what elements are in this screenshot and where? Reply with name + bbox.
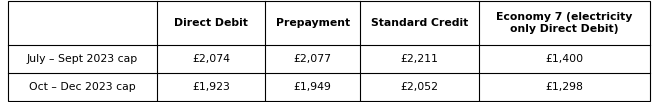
Text: £2,211: £2,211	[401, 54, 438, 64]
Text: Direct Debit: Direct Debit	[174, 18, 248, 28]
Text: Economy 7 (electricity
only Direct Debit): Economy 7 (electricity only Direct Debit…	[496, 12, 632, 34]
Text: Oct – Dec 2023 cap: Oct – Dec 2023 cap	[29, 82, 136, 92]
Text: £2,074: £2,074	[192, 54, 230, 64]
Text: Prepayment: Prepayment	[276, 18, 349, 28]
Text: Standard Credit: Standard Credit	[370, 18, 468, 28]
Text: £2,077: £2,077	[293, 54, 332, 64]
Text: £1,949: £1,949	[293, 82, 332, 92]
Text: July – Sept 2023 cap: July – Sept 2023 cap	[27, 54, 138, 64]
Text: £1,400: £1,400	[545, 54, 584, 64]
Text: £2,052: £2,052	[400, 82, 438, 92]
Text: £1,298: £1,298	[545, 82, 584, 92]
Text: £1,923: £1,923	[192, 82, 230, 92]
